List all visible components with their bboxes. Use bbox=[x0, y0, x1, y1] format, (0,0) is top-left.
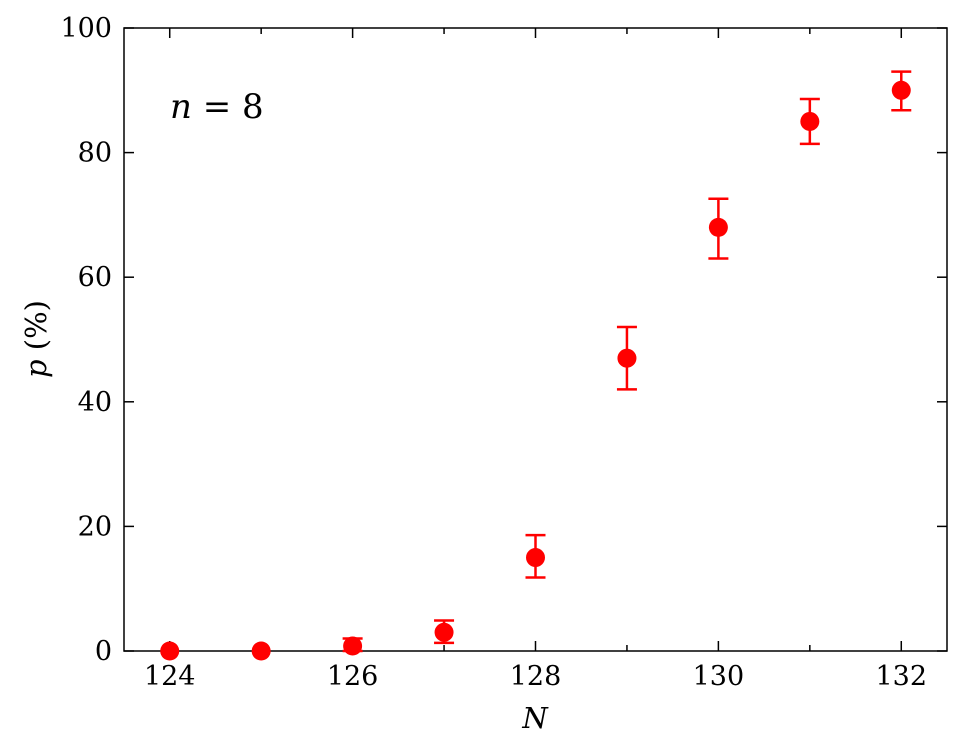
y-tick-label: 100 bbox=[60, 13, 112, 44]
annotation-label: n = 8 bbox=[170, 87, 264, 127]
y-tick-label: 80 bbox=[78, 138, 112, 169]
x-tick-label: 132 bbox=[876, 661, 928, 692]
x-tick-label: 128 bbox=[510, 661, 562, 692]
y-tick-label: 20 bbox=[78, 511, 112, 542]
y-tick-label: 0 bbox=[95, 636, 112, 667]
tick-labels: 124 126 128 130 132 0 20 40 60 80 100 bbox=[60, 13, 927, 692]
y-tick-label: 60 bbox=[78, 262, 112, 293]
y-tick-label: 40 bbox=[78, 387, 112, 418]
data-point bbox=[800, 111, 820, 131]
data-point bbox=[160, 641, 180, 661]
data-point bbox=[343, 636, 363, 656]
x-axis-label: N bbox=[521, 701, 549, 735]
data-point bbox=[617, 348, 637, 368]
data-points bbox=[160, 70, 912, 661]
data-point bbox=[251, 641, 271, 661]
x-tick-label: 124 bbox=[144, 661, 196, 692]
data-point bbox=[526, 548, 545, 568]
data-point bbox=[891, 80, 911, 100]
data-point bbox=[434, 622, 454, 642]
axis-ticks bbox=[124, 27, 947, 652]
x-tick-label: 126 bbox=[327, 661, 379, 692]
y-axis-label: p (%) bbox=[19, 300, 53, 378]
x-tick-label: 130 bbox=[693, 661, 745, 692]
data-point bbox=[708, 217, 728, 237]
